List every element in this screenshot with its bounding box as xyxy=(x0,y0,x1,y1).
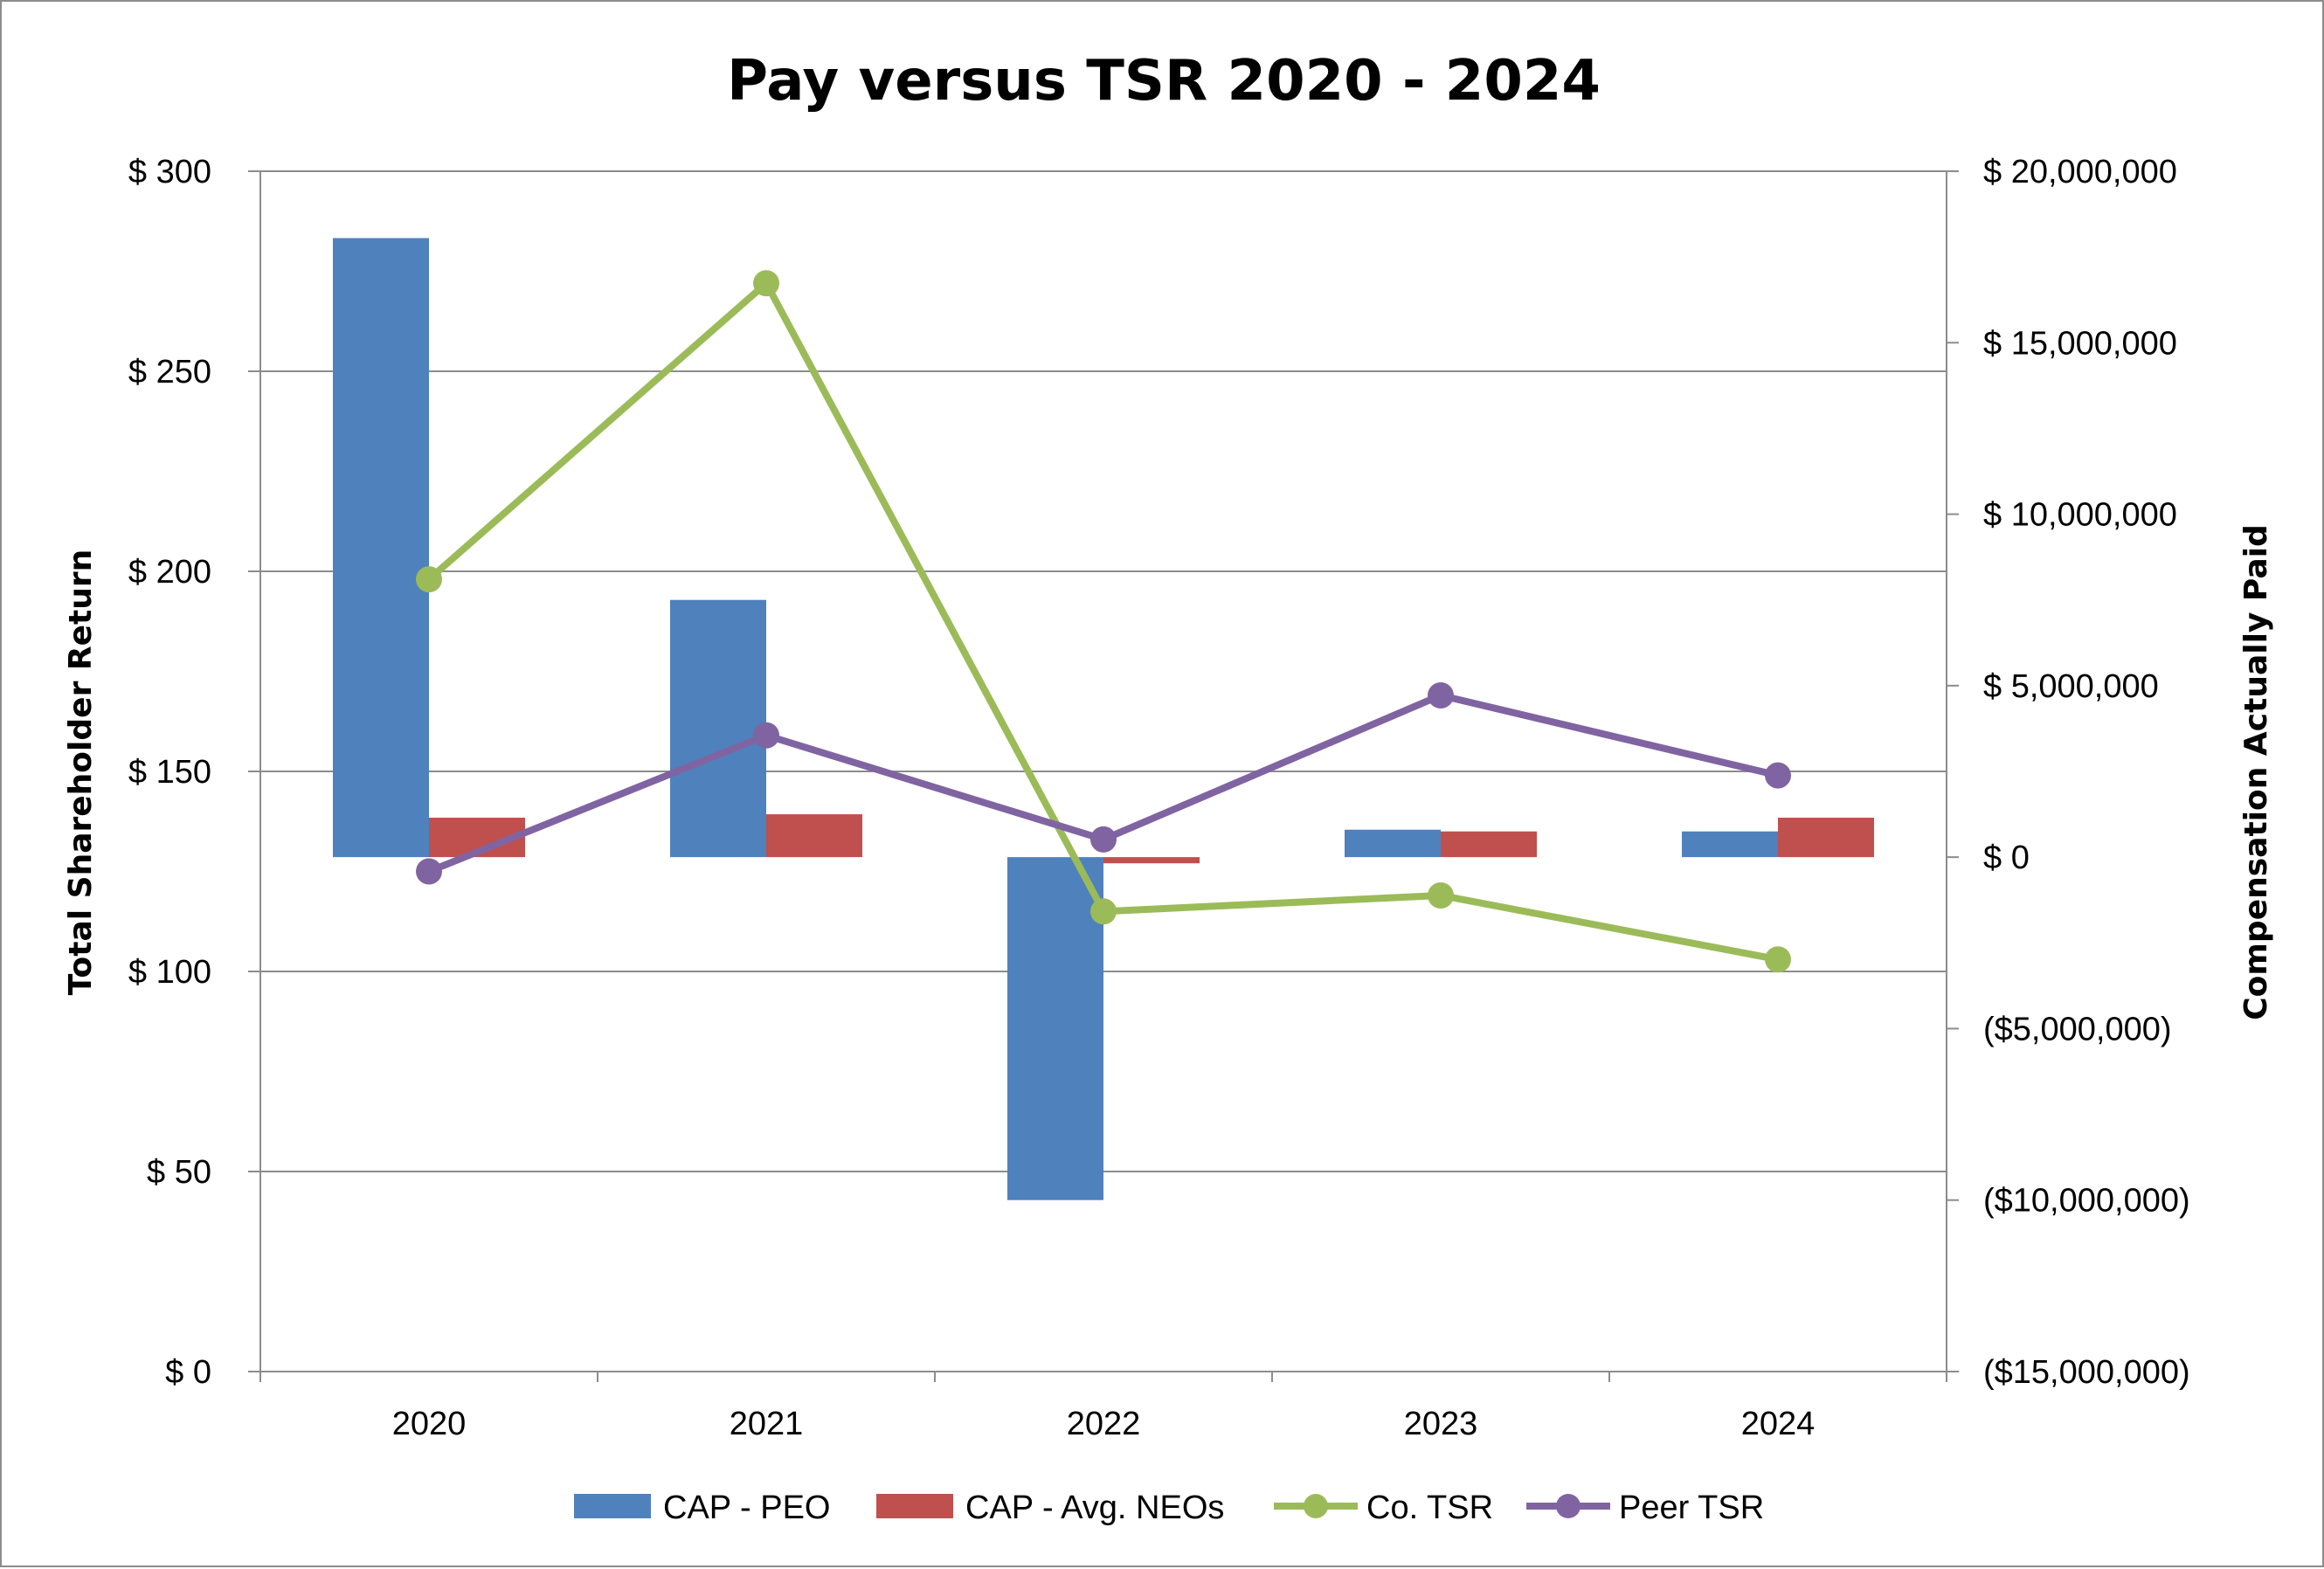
point-peer-tsr-2024 xyxy=(1765,762,1791,789)
axes xyxy=(248,170,1959,1382)
bars xyxy=(333,238,1874,1200)
y-left-tick-label: $ 150 xyxy=(128,754,211,791)
point-co-tsr-2021 xyxy=(753,270,779,297)
legend-label-cap-avg-neos: CAP - Avg. NEOs xyxy=(965,1490,1224,1526)
y-left-tick-label: $ 250 xyxy=(128,354,211,391)
bar-cap-peo-2020 xyxy=(333,238,429,858)
point-co-tsr-2024 xyxy=(1765,946,1791,973)
x-tick-label-2023: 2023 xyxy=(1404,1406,1478,1442)
bar-cap-avg-neos-2023 xyxy=(1441,831,1537,858)
y-left-tick-label: $ 50 xyxy=(147,1154,211,1191)
point-peer-tsr-2021 xyxy=(753,722,779,749)
point-peer-tsr-2020 xyxy=(416,858,442,885)
x-tick-label-2020: 2020 xyxy=(392,1406,467,1442)
y-left-axis-title: Total Shareholder Return xyxy=(63,549,99,995)
y-right-tick-label: $ 5,000,000 xyxy=(1983,668,2159,705)
bar-cap-avg-neos-2022 xyxy=(1103,857,1200,864)
y-right-tick-label: ($10,000,000) xyxy=(1983,1183,2190,1220)
point-co-tsr-2022 xyxy=(1090,898,1117,925)
y-right-axis-title: Compensation Actually Paid xyxy=(2238,524,2274,1020)
y-right-tick-label: ($15,000,000) xyxy=(1983,1354,2190,1391)
lines xyxy=(416,270,1791,973)
legend-marker-peer-tsr xyxy=(1556,1494,1580,1518)
legend: CAP - PEO CAP - Avg. NEOs Co. TSR Peer TSR xyxy=(574,1490,1764,1526)
point-co-tsr-2023 xyxy=(1428,881,1454,909)
bar-cap-peo-2024 xyxy=(1682,831,1778,858)
y-right-tick-label: $ 20,000,000 xyxy=(1983,154,2177,190)
bar-cap-peo-2022 xyxy=(1007,857,1103,1200)
legend-swatch-cap-peo xyxy=(574,1494,651,1518)
gridlines xyxy=(260,170,1947,1172)
point-co-tsr-2020 xyxy=(416,566,442,593)
legend-marker-co-tsr xyxy=(1304,1494,1328,1518)
y-right-tick-label: $ 10,000,000 xyxy=(1983,497,2177,534)
x-tick-label-2022: 2022 xyxy=(1067,1406,1141,1442)
bar-cap-peo-2021 xyxy=(670,599,766,858)
y-right-tick-label: $ 15,000,000 xyxy=(1983,325,2177,362)
legend-swatch-cap-avg-neos xyxy=(876,1494,953,1518)
bar-cap-peo-2023 xyxy=(1345,829,1441,858)
bar-cap-avg-neos-2021 xyxy=(766,814,862,858)
y-right-tick-label: ($5,000,000) xyxy=(1983,1011,2172,1047)
y-left-tick-label: $ 200 xyxy=(128,554,211,591)
bar-cap-avg-neos-2024 xyxy=(1778,817,1874,858)
y-right-tick-label: $ 0 xyxy=(1983,840,2030,876)
point-peer-tsr-2022 xyxy=(1090,826,1117,853)
tick-labels: $ 0 $ 50 $ 100 $ 150 $ 200 $ 250 $ 300 ($15,000… xyxy=(128,154,2190,1442)
legend-label-peer-tsr: Peer TSR xyxy=(1619,1490,1764,1526)
chart-title: Pay versus TSR 2020 - 2024 xyxy=(727,49,1601,114)
x-tick-label-2024: 2024 xyxy=(1741,1406,1816,1442)
legend-label-cap-peo: CAP - PEO xyxy=(663,1490,830,1526)
y-left-tick-label: $ 100 xyxy=(128,954,211,991)
x-tick-label-2021: 2021 xyxy=(730,1406,804,1442)
y-left-tick-label: $ 0 xyxy=(165,1354,211,1391)
legend-label-co-tsr: Co. TSR xyxy=(1366,1490,1493,1526)
point-peer-tsr-2023 xyxy=(1428,681,1454,708)
y-left-tick-label: $ 300 xyxy=(128,154,211,190)
